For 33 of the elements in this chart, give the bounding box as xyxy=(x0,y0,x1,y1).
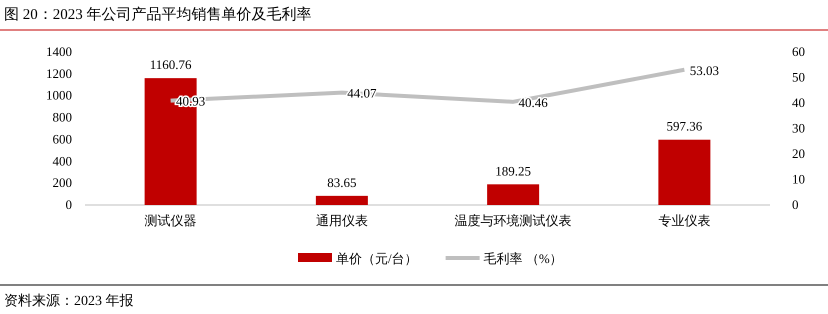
data-label: 83.65 xyxy=(327,174,356,190)
data-label: 189.25 xyxy=(495,163,531,178)
y2-tick-label: 20 xyxy=(792,146,805,161)
text: 资料来源：2023 年报 xyxy=(4,293,134,309)
bar xyxy=(316,196,368,205)
y-tick-label: 200 xyxy=(52,175,72,190)
y2-tick-label: 10 xyxy=(792,172,805,186)
y2-tick-label: 0 xyxy=(792,197,798,212)
y2-tick-label: 50 xyxy=(792,70,805,84)
data-label: 44.07 xyxy=(347,86,377,101)
bar xyxy=(658,140,710,205)
data-label: 40.46 xyxy=(518,94,548,110)
legend-label: 毛利率 （%） xyxy=(484,251,563,266)
y-tick-label: 1200 xyxy=(46,66,72,81)
y-tick-label: 1000 xyxy=(46,88,72,103)
x-tick-label: 温度与环境测试仪表 xyxy=(454,213,572,228)
y-tick-label: 0 xyxy=(66,197,72,212)
bar xyxy=(487,184,540,205)
y2-tick-label: 30 xyxy=(792,120,805,136)
y-tick-label: 1400 xyxy=(46,44,72,59)
chart-title: 图 20：2023 年公司产品平均销售单价及毛利率 xyxy=(4,6,312,23)
data-label: 597.36 xyxy=(666,118,703,134)
x-tick-label: 专业仪表 xyxy=(658,213,710,228)
data-label: 53.03 xyxy=(690,62,719,78)
x-tick-label: 测试仪器 xyxy=(144,213,197,228)
y2-tick-label: 40 xyxy=(792,95,805,110)
x-tick-label: 通用仪表 xyxy=(316,213,368,228)
legend-label: 单价（元/台） xyxy=(336,251,418,266)
y-tick-label: 600 xyxy=(52,131,72,146)
y-tick-label: 400 xyxy=(52,153,72,168)
data-label: 1160.76 xyxy=(150,57,192,72)
y-tick-label: 800 xyxy=(52,110,72,125)
y2-tick-label: 60 xyxy=(792,44,805,59)
